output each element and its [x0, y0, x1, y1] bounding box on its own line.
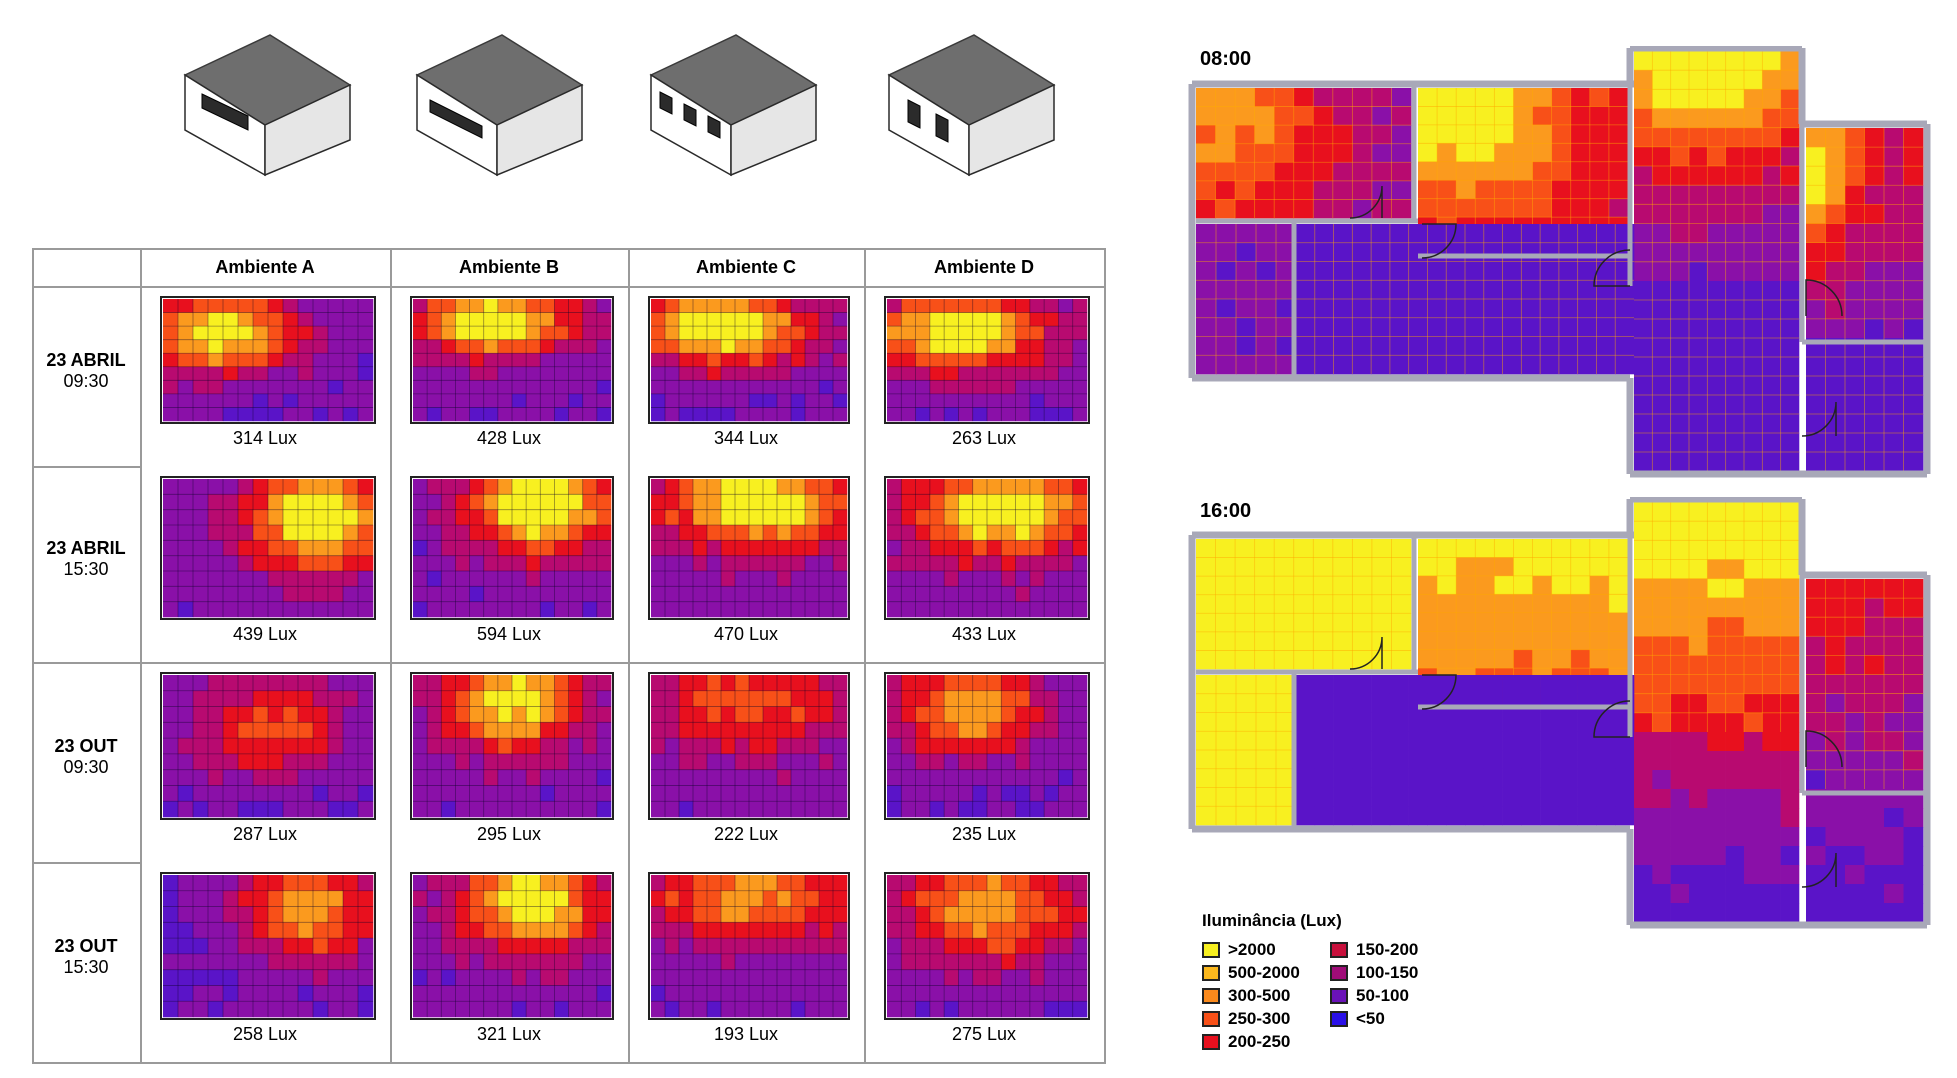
- legend-label: 250-300: [1228, 1009, 1291, 1028]
- heatmap-cell: 594 Lux: [390, 466, 628, 662]
- heatmap-cell: 287 Lux: [140, 662, 390, 862]
- lux-value: 321 Lux: [476, 1024, 542, 1044]
- table-gridline: [32, 1062, 1104, 1064]
- column-header-b: Ambiente B: [458, 257, 559, 277]
- row-label: 23 OUT 15:30: [32, 936, 140, 978]
- lux-value: 275 Lux: [951, 1024, 1017, 1044]
- legend-item: 50-100: [1330, 986, 1409, 1006]
- legend-item: 300-500: [1202, 986, 1290, 1006]
- ambiente-c-model: [646, 30, 821, 180]
- table-gridline: [32, 286, 1104, 288]
- heatmap-cell: 314 Lux: [140, 286, 390, 466]
- ambiente-a-model: [180, 30, 355, 180]
- legend-title: Iluminância (Lux): [1202, 911, 1342, 930]
- legend-item: 200-250: [1202, 1032, 1290, 1052]
- column-header-a: Ambiente A: [215, 257, 315, 277]
- legend-swatch: [1202, 965, 1220, 981]
- row-date: 23 OUT: [54, 736, 118, 756]
- legend-item: 150-200: [1330, 940, 1418, 960]
- lux-value: 314 Lux: [232, 428, 298, 448]
- table-gridline: [32, 248, 34, 1064]
- legend-label: 150-200: [1356, 940, 1419, 959]
- heatmap-cell: 344 Lux: [628, 286, 864, 466]
- lux-value: 235 Lux: [951, 824, 1017, 844]
- legend-label: 50-100: [1356, 986, 1409, 1005]
- lux-value: 287 Lux: [232, 824, 298, 844]
- heatmap-cell: 235 Lux: [864, 662, 1104, 862]
- heatmap-cell: 222 Lux: [628, 662, 864, 862]
- row-date: 23 ABRIL: [46, 538, 126, 558]
- legend-swatch: [1330, 942, 1348, 958]
- heatmap-cell: 428 Lux: [390, 286, 628, 466]
- heatmap-cell: 321 Lux: [390, 862, 628, 1062]
- heatmap-cell: 295 Lux: [390, 662, 628, 862]
- table-gridline: [1104, 248, 1106, 1064]
- heatmap-cell: 275 Lux: [864, 862, 1104, 1062]
- legend-item: 500-2000: [1202, 963, 1300, 983]
- ambiente-b-model: [412, 30, 587, 180]
- lux-value: 433 Lux: [951, 624, 1017, 644]
- column-header-c: Ambiente C: [695, 257, 796, 277]
- legend-swatch: [1330, 965, 1348, 981]
- plan-title-morning: 08:00: [1200, 48, 1252, 70]
- row-label: 23 OUT 09:30: [32, 736, 140, 778]
- floor-plan-morning: [1186, 44, 1931, 478]
- legend-item: >2000: [1202, 940, 1276, 960]
- heatmap-cell: 470 Lux: [628, 466, 864, 662]
- row-time: 09:30: [63, 757, 109, 777]
- lux-value: 263 Lux: [951, 428, 1017, 448]
- legend-item: <50: [1330, 1009, 1385, 1029]
- row-time: 09:30: [63, 371, 109, 391]
- table-gridline: [32, 466, 140, 468]
- lux-value: 439 Lux: [232, 624, 298, 644]
- legend-swatch: [1202, 942, 1220, 958]
- table-gridline: [628, 248, 630, 1064]
- heatmap-cell: 263 Lux: [864, 286, 1104, 466]
- lux-value: 258 Lux: [232, 1024, 298, 1044]
- heatmap-cell: 433 Lux: [864, 466, 1104, 662]
- row-date: 23 OUT: [54, 936, 118, 956]
- row-label: 23 ABRIL 15:30: [32, 538, 140, 580]
- legend-swatch: [1202, 988, 1220, 1004]
- legend-item: 250-300: [1202, 1009, 1290, 1029]
- legend-item: 100-150: [1330, 963, 1418, 983]
- legend-label: <50: [1356, 1009, 1385, 1028]
- row-date: 23 ABRIL: [46, 350, 126, 370]
- lux-value: 428 Lux: [476, 428, 542, 448]
- legend-label: 100-150: [1356, 963, 1419, 982]
- legend-label: 300-500: [1228, 986, 1291, 1005]
- heatmap-cell: 439 Lux: [140, 466, 390, 662]
- legend-swatch: [1330, 988, 1348, 1004]
- legend-label: >2000: [1228, 940, 1276, 959]
- plan-title-afternoon: 16:00: [1200, 500, 1252, 522]
- column-header-d: Ambiente D: [933, 257, 1034, 277]
- table-gridline: [390, 248, 392, 1064]
- table-gridline: [32, 662, 1104, 664]
- results-table: Ambiente A Ambiente B Ambiente C Ambient…: [32, 248, 1108, 1068]
- table-gridline: [140, 248, 142, 1064]
- table-gridline: [32, 248, 1104, 250]
- lux-value: 470 Lux: [713, 624, 779, 644]
- lux-value: 193 Lux: [713, 1024, 779, 1044]
- table-gridline: [32, 862, 140, 864]
- heatmap-cell: 193 Lux: [628, 862, 864, 1062]
- lux-value: 222 Lux: [713, 824, 779, 844]
- heatmap-cell: 258 Lux: [140, 862, 390, 1062]
- legend-label: 200-250: [1228, 1032, 1291, 1051]
- legend-label: 500-2000: [1228, 963, 1300, 982]
- floor-plan-afternoon: [1186, 495, 1931, 929]
- table-gridline: [864, 248, 866, 1064]
- row-time: 15:30: [63, 957, 109, 977]
- row-label: 23 ABRIL 09:30: [32, 350, 140, 392]
- legend-swatch: [1202, 1034, 1220, 1050]
- lux-value: 594 Lux: [476, 624, 542, 644]
- legend-swatch: [1202, 1011, 1220, 1027]
- row-time: 15:30: [63, 559, 109, 579]
- lux-value: 295 Lux: [476, 824, 542, 844]
- lux-value: 344 Lux: [713, 428, 779, 448]
- ambiente-d-model: [884, 30, 1059, 180]
- legend-swatch: [1330, 1011, 1348, 1027]
